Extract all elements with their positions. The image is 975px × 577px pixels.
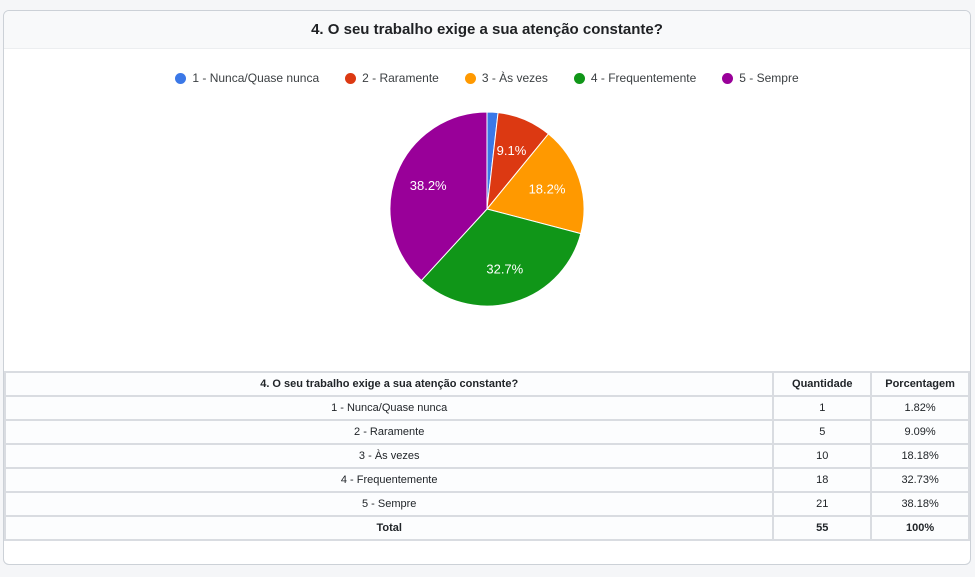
results-table: 4. O seu trabalho exige a sua atenção co… — [4, 371, 970, 541]
table-header-cell-3: Porcentagem — [872, 373, 968, 395]
pie-chart: 9.1% 18.2% 32.7% 38.2% — [389, 111, 585, 307]
pie-slice-3[interactable] — [486, 133, 585, 235]
pie-slice-label: 32.7% — [486, 262, 523, 277]
table-cell-total-quantity: 55 — [774, 517, 871, 539]
table-cell-percentage: 32.73% — [872, 469, 968, 491]
table-cell-percentage: 1.82% — [872, 397, 968, 419]
table-cell-percentage: 18.18% — [872, 445, 968, 467]
pie-chart-area: 1 - Nunca/Quase nunca 2 - Raramente 3 - Às… — [4, 49, 970, 371]
table-total-row: Total 55 100% — [6, 517, 968, 539]
legend-label: 1 - Nunca/Quase nunca — [192, 71, 320, 85]
chart-legend: 1 - Nunca/Quase nunca 2 - Raramente 3 - Às… — [4, 49, 970, 87]
card-header: 4. O seu trabalho exige a sua atenção co… — [4, 11, 970, 49]
legend-item-2: 2 - Raramente — [345, 71, 439, 85]
legend-dot-icon — [175, 72, 187, 84]
table-cell-quantity: 21 — [774, 493, 871, 515]
table-cell-quantity: 1 — [774, 397, 871, 419]
legend-dot-icon — [345, 72, 357, 84]
results-table-body: 1 - Nunca/Quase nunca 1 1.82% 2 - Raramente… — [6, 397, 968, 539]
results-table-head: 4. O seu trabalho exige a sua atenção co… — [6, 373, 968, 395]
table-cell-option: 2 - Raramente — [6, 421, 773, 443]
legend-item-4: 4 - Frequentemente — [573, 71, 697, 85]
table-cell-quantity: 10 — [774, 445, 871, 467]
table-row: 5 - Sempre 21 38.18% — [6, 493, 968, 515]
table-cell-option: 4 - Frequentemente — [6, 469, 773, 491]
table-row: 1 - Nunca/Quase nunca 1 1.82% — [6, 397, 968, 419]
table-header-cell-2: Quantidade — [774, 373, 871, 395]
table-header-row: 4. O seu trabalho exige a sua atenção co… — [6, 373, 968, 395]
legend-label: 2 - Raramente — [362, 71, 439, 85]
pie-slice-label: 18.2% — [529, 182, 566, 197]
table-cell-percentage: 38.18% — [872, 493, 968, 515]
legend-label: 3 - Às vezes — [481, 71, 548, 85]
table-row: 4 - Frequentemente 18 32.73% — [6, 469, 968, 491]
question-title: 4. O seu trabalho exige a sua atenção co… — [311, 21, 663, 38]
table-cell-percentage: 9.09% — [872, 421, 968, 443]
table-row: 2 - Raramente 5 9.09% — [6, 421, 968, 443]
pie-slice-4[interactable] — [420, 208, 582, 307]
table-cell-quantity: 18 — [774, 469, 871, 491]
table-row: 3 - Às vezes 10 18.18% — [6, 445, 968, 467]
legend-dot-icon — [573, 72, 585, 84]
pie-slice-5[interactable] — [389, 111, 488, 282]
pie-wrap: 9.1% 18.2% 32.7% 38.2% — [387, 109, 587, 309]
table-cell-total-percentage: 100% — [872, 517, 968, 539]
pie-slice-label: 38.2% — [410, 178, 447, 193]
legend-dot-icon — [722, 72, 734, 84]
legend-label: 4 - Frequentemente — [590, 71, 697, 85]
legend-item-5: 5 - Sempre — [722, 71, 799, 85]
table-cell-total-label: Total — [6, 517, 773, 539]
table-cell-option: 1 - Nunca/Quase nunca — [6, 397, 773, 419]
table-cell-option: 5 - Sempre — [6, 493, 773, 515]
question-report-card: 4. O seu trabalho exige a sua atenção co… — [3, 10, 971, 565]
table-cell-quantity: 5 — [774, 421, 871, 443]
table-cell-option: 3 - Às vezes — [6, 445, 773, 467]
legend-item-1: 1 - Nunca/Quase nunca — [175, 71, 319, 85]
legend-item-3: 3 - Às vezes — [464, 71, 548, 85]
legend-label: 5 - Sempre — [739, 71, 799, 85]
pie-slice-label: 9.1% — [497, 143, 527, 158]
table-header-cell-1: 4. O seu trabalho exige a sua atenção co… — [6, 373, 773, 395]
legend-dot-icon — [464, 72, 476, 84]
